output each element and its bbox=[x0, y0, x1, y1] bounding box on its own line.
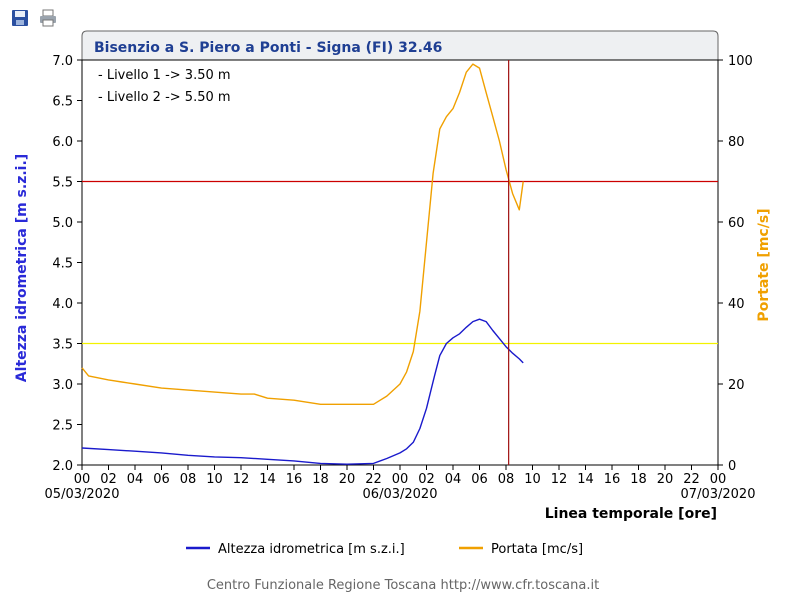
x-tick-label: 00 bbox=[74, 472, 91, 487]
x-tick-label: 12 bbox=[551, 472, 568, 487]
left-tick-label: 6.0 bbox=[52, 135, 73, 150]
legend-label-portata: Portata [mc/s] bbox=[491, 542, 583, 557]
x-tick-label: 04 bbox=[127, 472, 144, 487]
right-axis: 0 20 40 60 80 100 bbox=[718, 54, 753, 474]
footer-credit: Centro Funzionale Regione Toscana http:/… bbox=[207, 578, 599, 593]
left-tick-label: 2.0 bbox=[52, 459, 73, 474]
right-tick-label: 100 bbox=[728, 54, 753, 69]
x-tick-label: 16 bbox=[286, 472, 303, 487]
x-tick-label: 06 bbox=[153, 472, 170, 487]
x-tick-label: 12 bbox=[233, 472, 250, 487]
x-tick-label: 04 bbox=[445, 472, 462, 487]
x-tick-label: 16 bbox=[604, 472, 621, 487]
x-axis-label: Linea temporale [ore] bbox=[545, 506, 717, 522]
x-tick-label: 18 bbox=[630, 472, 647, 487]
title-box: Bisenzio a S. Piero a Ponti - Signa (FI)… bbox=[81, 30, 719, 61]
left-tick-label: 5.5 bbox=[52, 176, 73, 191]
right-tick-label: 0 bbox=[728, 459, 736, 474]
x-tick-label: 00 bbox=[392, 472, 409, 487]
right-axis-label: Portate [mc/s] bbox=[756, 208, 772, 321]
printer-icon[interactable] bbox=[38, 8, 58, 28]
right-tick-label: 20 bbox=[728, 378, 745, 393]
floppy-disk-icon[interactable] bbox=[10, 8, 30, 28]
date-label: 05/03/2020 bbox=[45, 487, 120, 502]
x-tick-label: 20 bbox=[657, 472, 674, 487]
date-label: 06/03/2020 bbox=[363, 487, 438, 502]
plot-area bbox=[81, 59, 719, 466]
x-tick-label: 08 bbox=[498, 472, 515, 487]
toolbar bbox=[10, 8, 58, 28]
series-line bbox=[81, 63, 524, 405]
x-axis: 00 02 04 06 08 10 12 14 16 18 20 22 00 02 04 06 08 10 12 14… bbox=[45, 465, 756, 502]
left-tick-label: 2.5 bbox=[52, 419, 73, 434]
left-axis: 2.0 2.5 3.0 3.5 4.0 4.5 5.0 5.5 6.0 6.5 7.0 bbox=[52, 54, 82, 474]
right-tick-label: 80 bbox=[728, 135, 745, 150]
left-tick-label: 3.0 bbox=[52, 378, 73, 393]
chart-title: Bisenzio a S. Piero a Ponti - Signa (FI)… bbox=[94, 40, 442, 56]
left-tick-label: 7.0 bbox=[52, 54, 73, 69]
x-tick-label: 20 bbox=[339, 472, 356, 487]
x-tick-label: 08 bbox=[180, 472, 197, 487]
x-tick-label: 06 bbox=[471, 472, 488, 487]
threshold-lines bbox=[82, 180, 718, 345]
x-tick-label: 00 bbox=[710, 472, 727, 487]
annotation-livello-2: - Livello 2 -> 5.50 m bbox=[98, 90, 231, 105]
x-tick-label: 02 bbox=[418, 472, 435, 487]
x-tick-label: 18 bbox=[312, 472, 329, 487]
x-tick-label: 22 bbox=[365, 472, 382, 487]
legend-label-altezza: Altezza idrometrica [m s.z.i.] bbox=[218, 542, 405, 557]
series-line bbox=[81, 318, 524, 465]
left-tick-label: 4.0 bbox=[52, 297, 73, 312]
x-tick-label: 22 bbox=[683, 472, 700, 487]
x-tick-label: 14 bbox=[259, 472, 276, 487]
right-tick-label: 60 bbox=[728, 216, 745, 231]
x-tick-label: 10 bbox=[206, 472, 223, 487]
left-tick-label: 5.0 bbox=[52, 216, 73, 231]
date-label: 07/03/2020 bbox=[681, 487, 756, 502]
series-group bbox=[81, 63, 524, 465]
x-tick-label: 14 bbox=[577, 472, 594, 487]
right-tick-label: 40 bbox=[728, 297, 745, 312]
left-axis-label: Altezza idrometrica [m s.z.i.] bbox=[14, 154, 30, 382]
left-tick-label: 4.5 bbox=[52, 257, 73, 272]
annotation-livello-1: - Livello 1 -> 3.50 m bbox=[98, 68, 231, 83]
x-tick-label: 02 bbox=[100, 472, 117, 487]
left-tick-label: 3.5 bbox=[52, 338, 73, 353]
x-tick-label: 10 bbox=[524, 472, 541, 487]
left-tick-label: 6.5 bbox=[52, 95, 73, 110]
legend: Altezza idrometrica [m s.z.i.] Portata [… bbox=[186, 542, 583, 557]
